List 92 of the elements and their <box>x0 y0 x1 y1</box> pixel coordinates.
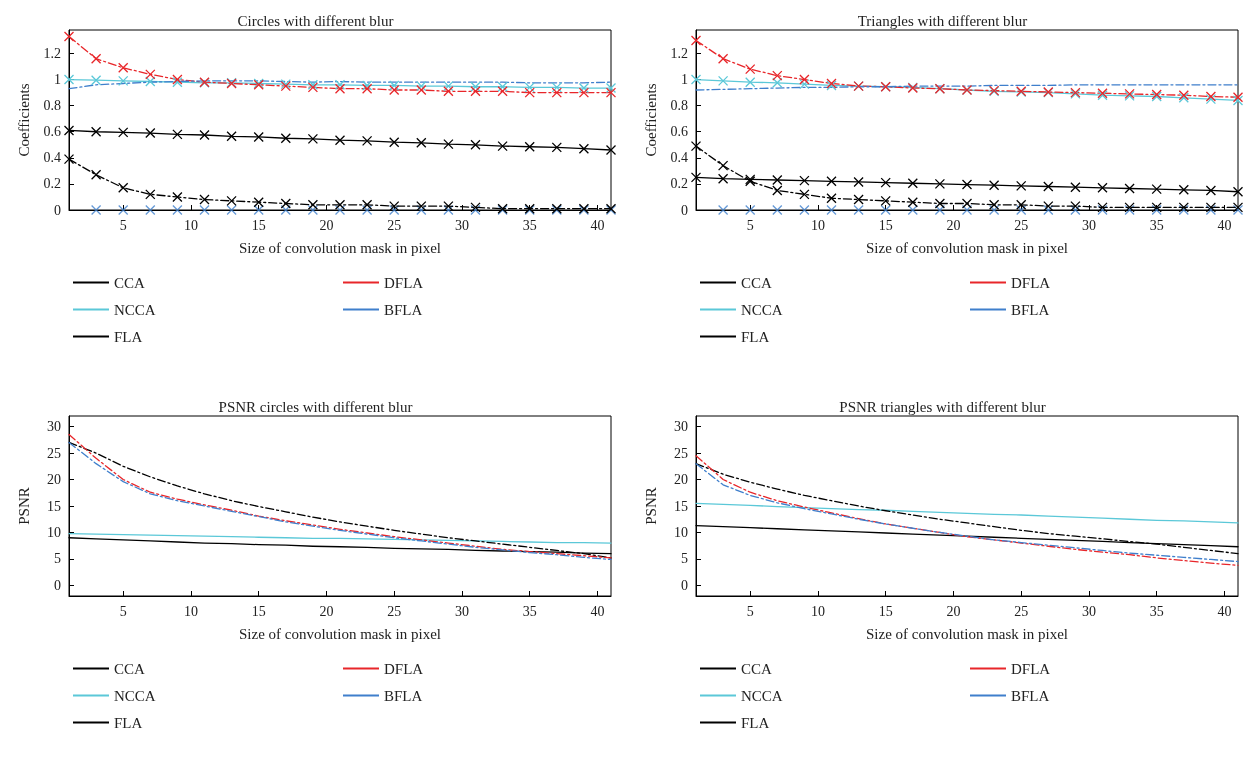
y-tick-label: 5 <box>681 551 688 567</box>
x-tick-label: 30 <box>1081 603 1096 619</box>
legend-label: BFLA <box>1011 687 1050 704</box>
legend-label: CCA <box>741 274 773 291</box>
x-tick-label: 20 <box>946 217 961 233</box>
x-tick-label: 15 <box>878 217 893 233</box>
y-tick-label: 0.8 <box>670 98 688 114</box>
y-axis-title: PSNR <box>15 487 32 525</box>
x-tick-label: 5 <box>119 603 127 619</box>
x-tick-label: 40 <box>1217 603 1232 619</box>
y-tick-label: 25 <box>47 445 61 461</box>
x-tick-label: 15 <box>251 603 266 619</box>
y-tick-label: 15 <box>47 498 61 514</box>
x-tick-label: 10 <box>183 603 198 619</box>
legend-label: CCA <box>114 274 146 291</box>
y-tick-label: 10 <box>674 524 688 540</box>
y-tick-label: 0 <box>54 577 61 593</box>
x-tick-label: 35 <box>1149 603 1164 619</box>
x-tick-label: 10 <box>183 217 198 233</box>
y-tick-label: 1 <box>681 72 688 88</box>
x-tick-label: 25 <box>1014 217 1029 233</box>
x-tick-label: 30 <box>454 603 469 619</box>
y-tick-label: 0.2 <box>670 176 688 192</box>
x-tick-label: 25 <box>387 603 402 619</box>
legend-label: NCCA <box>114 687 156 704</box>
y-tick-label: 10 <box>47 524 61 540</box>
legend-label: NCCA <box>114 301 156 318</box>
y-axis-title: Coefficients <box>15 83 32 157</box>
chart-title: PSNR triangles with different blur <box>839 398 1046 415</box>
legend-label: FLA <box>114 714 143 731</box>
y-tick-label: 0.4 <box>43 150 61 166</box>
legend-label: FLA <box>114 328 143 345</box>
y-tick-label: 0.8 <box>43 98 61 114</box>
y-axis-title: Coefficients <box>642 83 659 157</box>
y-tick-label: 5 <box>54 551 61 567</box>
y-tick-label: 0 <box>681 577 688 593</box>
y-tick-label: 1.2 <box>670 45 688 61</box>
x-tick-label: 30 <box>454 217 469 233</box>
y-tick-label: 0 <box>681 202 688 218</box>
legend-label: CCA <box>114 660 146 677</box>
y-tick-label: 30 <box>674 419 688 435</box>
x-tick-label: 5 <box>746 603 754 619</box>
legend-label: BFLA <box>384 687 423 704</box>
legend-label: DFLA <box>1011 660 1051 677</box>
x-axis-title: Size of convolution mask in pixel <box>865 239 1069 256</box>
x-tick-label: 35 <box>1149 217 1164 233</box>
x-tick-label: 25 <box>1014 603 1029 619</box>
legend-label: BFLA <box>384 301 423 318</box>
legend-label: DFLA <box>384 660 424 677</box>
y-tick-label: 20 <box>47 472 61 488</box>
x-tick-label: 15 <box>251 217 266 233</box>
x-tick-label: 20 <box>319 603 334 619</box>
x-tick-label: 10 <box>810 217 825 233</box>
x-tick-label: 30 <box>1081 217 1096 233</box>
x-tick-label: 35 <box>522 603 537 619</box>
y-tick-label: 0.4 <box>670 150 688 166</box>
y-tick-label: 1.2 <box>43 45 61 61</box>
x-tick-label: 35 <box>522 217 537 233</box>
legend-label: BFLA <box>1011 301 1050 318</box>
legend-label: NCCA <box>741 687 783 704</box>
legend-label: FLA <box>741 328 770 345</box>
y-tick-label: 0 <box>54 202 61 218</box>
x-tick-label: 5 <box>746 217 754 233</box>
legend-label: CCA <box>741 660 773 677</box>
x-tick-label: 10 <box>810 603 825 619</box>
legend-label: FLA <box>741 714 770 731</box>
y-tick-label: 15 <box>674 498 688 514</box>
legend-label: NCCA <box>741 301 783 318</box>
x-axis-title: Size of convolution mask in pixel <box>238 239 442 256</box>
x-tick-label: 20 <box>319 217 334 233</box>
x-tick-label: 40 <box>590 603 605 619</box>
x-tick-label: 5 <box>119 217 127 233</box>
x-tick-label: 25 <box>387 217 402 233</box>
x-tick-label: 15 <box>878 603 893 619</box>
y-tick-label: 20 <box>674 472 688 488</box>
x-axis-title: Size of convolution mask in pixel <box>865 625 1069 642</box>
y-tick-label: 0.6 <box>43 124 61 140</box>
chart-title: PSNR circles with different blur <box>218 398 413 415</box>
legend-label: DFLA <box>1011 274 1051 291</box>
y-tick-label: 0.6 <box>670 124 688 140</box>
chart-title: Circles with different blur <box>237 12 394 29</box>
x-tick-label: 20 <box>946 603 961 619</box>
y-axis-title: PSNR <box>642 487 659 525</box>
x-tick-label: 40 <box>590 217 605 233</box>
y-tick-label: 1 <box>54 72 61 88</box>
y-tick-label: 25 <box>674 445 688 461</box>
legend-label: DFLA <box>384 274 424 291</box>
chart-title: Triangles with different blur <box>857 12 1028 29</box>
x-axis-title: Size of convolution mask in pixel <box>238 625 442 642</box>
x-tick-label: 40 <box>1217 217 1232 233</box>
y-tick-label: 0.2 <box>43 176 61 192</box>
y-tick-label: 30 <box>47 419 61 435</box>
